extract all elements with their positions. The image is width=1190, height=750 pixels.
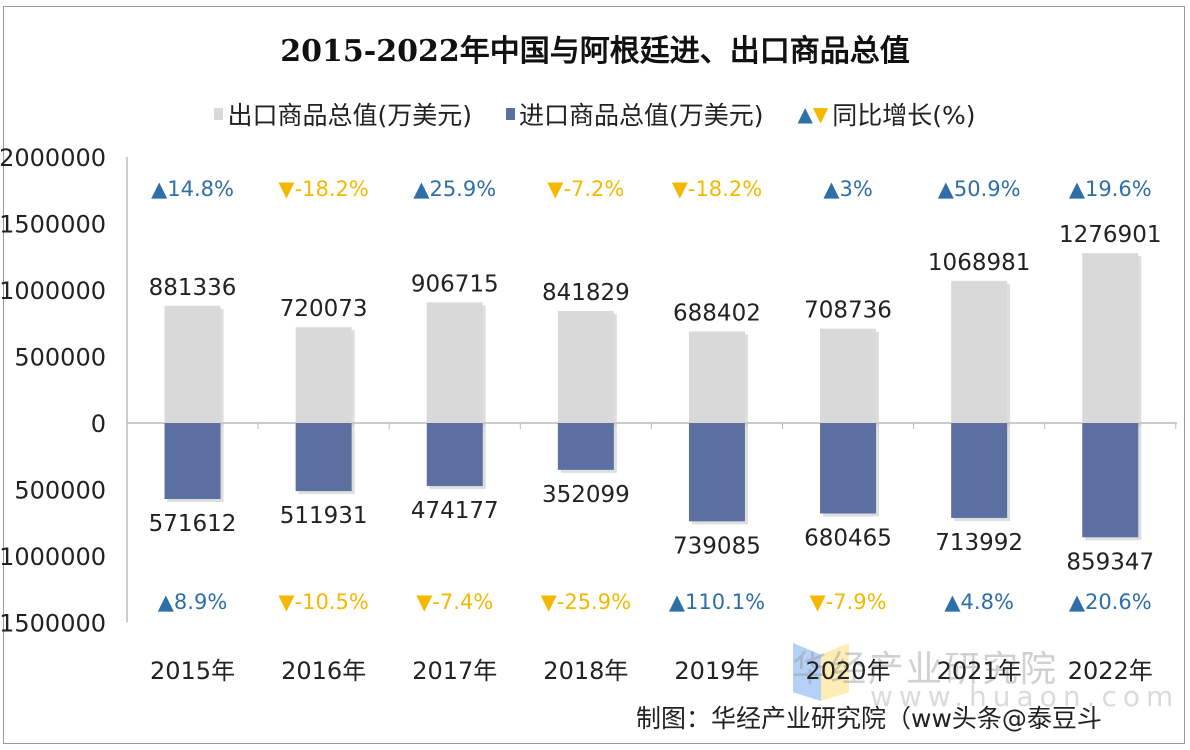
growth-label: ▼-18.2% [278, 177, 368, 201]
growth-label: ▼-7.9% [810, 590, 887, 614]
import-value-label: 859347 [1066, 549, 1154, 575]
watermark-url: www.huaon.com [870, 680, 1180, 713]
growth-label: ▲50.9% [938, 177, 1021, 201]
export-bar [295, 327, 352, 423]
y-tick-label: 2000000 [0, 144, 106, 172]
legend-export: 出口商品总值(万美元) [214, 96, 472, 132]
growth-label: ▲8.9% [158, 590, 228, 614]
x-tick-label: 2017年 [412, 657, 497, 685]
legend: 出口商品总值(万美元) 进口商品总值(万美元) ▲ ▼ 同比增长(%) [0, 96, 1190, 132]
import-value-label: 571612 [149, 511, 237, 537]
legend-import: 进口商品总值(万美元) [505, 96, 764, 132]
export-bar [557, 311, 614, 423]
growth-label: ▲14.8% [151, 177, 234, 201]
up-triangle-icon: ▲ [797, 102, 813, 126]
legend-label: 出口商品总值(万美元) [227, 101, 472, 130]
growth-label: ▲25.9% [413, 177, 496, 201]
growth-label: ▼-10.5% [278, 590, 368, 614]
legend-growth: ▲ ▼ 同比增长(%) [797, 96, 975, 132]
import-bar [820, 423, 877, 514]
import-value-label: 352099 [542, 482, 630, 508]
import-value-label: 474177 [411, 498, 499, 524]
export-value-label: 841829 [542, 280, 630, 306]
growth-label: ▼-25.9% [541, 590, 631, 614]
x-tick-label: 2021年 [937, 657, 1022, 685]
export-bar [164, 305, 221, 423]
growth-label: ▼-7.4% [416, 590, 493, 614]
growth-label: ▼-7.2% [547, 177, 624, 201]
export-value-label: 881336 [149, 275, 237, 301]
legend-swatch [505, 108, 515, 120]
y-tick-label: 500000 [14, 344, 106, 372]
chart-frame [3, 6, 1185, 744]
import-bar [295, 423, 352, 492]
export-value-label: 1068981 [928, 250, 1030, 276]
export-value-label: 1276901 [1059, 222, 1161, 248]
legend-label: 同比增长(%) [832, 101, 976, 130]
y-tick-label: 1000000 [0, 277, 106, 305]
x-tick-label: 2020年 [806, 657, 891, 685]
x-tick-label: 2022年 [1068, 657, 1153, 685]
down-triangle-icon: ▼ [812, 102, 829, 126]
x-tick-label: 2019年 [674, 657, 759, 685]
import-value-label: 739085 [673, 533, 761, 559]
export-bar [426, 302, 483, 423]
export-value-label: 708736 [804, 298, 892, 324]
import-bar [164, 423, 221, 500]
x-tick-label: 2016年 [281, 657, 366, 685]
import-bar [1082, 423, 1139, 538]
y-tick-label: 500000 [14, 477, 106, 505]
growth-label: ▲110.1% [669, 590, 765, 614]
growth-label: ▼-18.2% [672, 177, 762, 201]
x-tick-label: 2015年 [150, 657, 235, 685]
y-tick-label: 0 [91, 410, 106, 438]
growth-label: ▲3% [823, 177, 872, 201]
credit-text: 制图：华经产业研究院（ww [636, 704, 952, 733]
import-value-label: 680465 [804, 526, 892, 552]
overlay-text: 头条@泰豆斗 [951, 704, 1102, 733]
legend-label: 进口商品总值(万美元) [518, 101, 764, 130]
import-bar [557, 423, 614, 470]
import-bar [426, 423, 483, 487]
growth-label: ▲4.8% [944, 590, 1014, 614]
export-value-label: 906715 [411, 271, 499, 297]
growth-label: ▲20.6% [1069, 590, 1152, 614]
import-value-label: 511931 [280, 503, 368, 529]
export-bar [1082, 253, 1139, 423]
y-tick-label: 1500000 [0, 211, 106, 239]
x-tick-label: 2018年 [543, 657, 628, 685]
export-value-label: 720073 [280, 296, 368, 322]
export-value-label: 688402 [673, 300, 761, 326]
chart-title: 2015-2022年中国与阿根廷进、出口商品总值 [280, 34, 910, 69]
export-bar [951, 280, 1008, 423]
watermark: 华经产业研究院 [792, 649, 1059, 690]
y-tick-label: 1000000 [0, 543, 106, 571]
watermark-logo [793, 643, 849, 701]
growth-label: ▲19.6% [1069, 177, 1152, 201]
import-bar [951, 423, 1008, 518]
export-bar [688, 331, 745, 423]
legend-swatch [214, 108, 224, 120]
credit: 制图：华经产业研究院（ww头条@泰豆斗 [636, 699, 1102, 735]
import-bar [688, 423, 745, 522]
import-value-label: 713992 [935, 530, 1023, 556]
export-bar [820, 328, 877, 423]
y-tick-label: 1500000 [0, 610, 106, 638]
